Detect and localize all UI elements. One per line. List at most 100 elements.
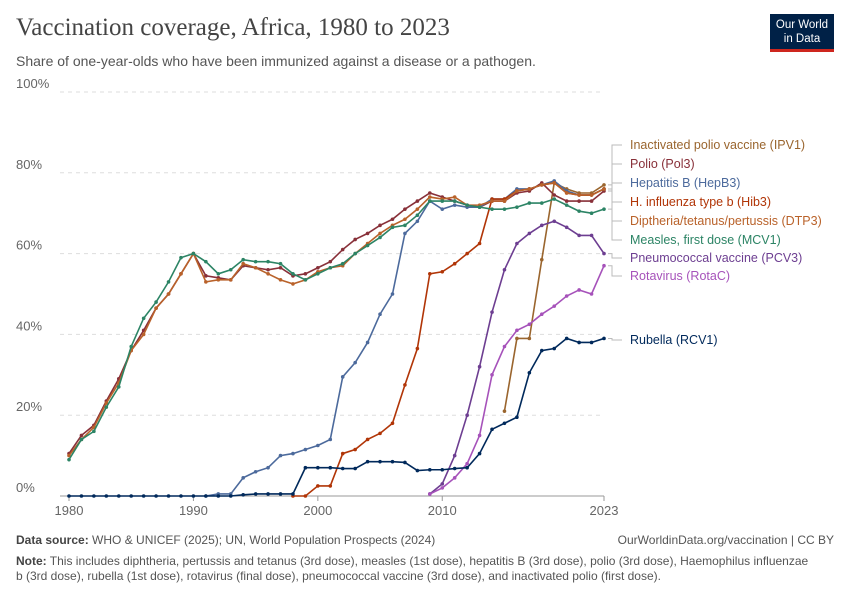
data-point bbox=[116, 385, 121, 389]
data-point bbox=[328, 465, 333, 470]
data-point bbox=[589, 193, 594, 197]
series-line bbox=[205, 179, 605, 497]
series-label: Pneumococcal vaccine (PCV3) bbox=[630, 251, 802, 265]
data-point bbox=[403, 460, 407, 465]
data-point bbox=[390, 459, 395, 464]
data-point bbox=[241, 261, 245, 266]
owid-logo[interactable]: Our World in Data bbox=[770, 14, 834, 52]
data-point bbox=[241, 492, 245, 497]
x-tick-label: 2023 bbox=[590, 503, 619, 518]
data-point bbox=[589, 233, 594, 238]
data-point bbox=[452, 261, 457, 266]
data-point bbox=[515, 241, 519, 246]
data-point bbox=[602, 187, 606, 191]
label-connector bbox=[608, 188, 622, 222]
data-point bbox=[539, 223, 544, 228]
label-connector bbox=[608, 182, 622, 190]
data-point bbox=[303, 278, 308, 282]
label-connector bbox=[608, 208, 622, 241]
series-line bbox=[503, 181, 605, 412]
data-point bbox=[116, 494, 121, 498]
data-point bbox=[390, 421, 395, 426]
label-connector bbox=[608, 144, 622, 186]
data-point bbox=[440, 467, 445, 472]
data-point bbox=[539, 348, 544, 353]
data-point bbox=[278, 453, 283, 458]
series-line bbox=[68, 182, 605, 457]
data-point bbox=[502, 409, 507, 413]
data-point bbox=[278, 278, 283, 282]
data-point bbox=[353, 466, 357, 471]
data-point bbox=[390, 225, 395, 230]
data-point bbox=[365, 231, 370, 236]
series-label: Rubella (RCV1) bbox=[630, 333, 718, 347]
data-point bbox=[440, 199, 445, 203]
data-point bbox=[353, 447, 357, 452]
data-point bbox=[465, 203, 469, 207]
data-point bbox=[577, 340, 581, 345]
series-label: Diptheria/tetanus/pertussis (DTP3) bbox=[630, 214, 822, 228]
data-point bbox=[253, 469, 258, 474]
data-point bbox=[564, 225, 569, 230]
data-point bbox=[303, 272, 308, 276]
data-point bbox=[67, 494, 71, 498]
data-point bbox=[266, 267, 270, 272]
label-connector bbox=[608, 337, 622, 341]
data-point bbox=[104, 401, 109, 405]
data-point bbox=[577, 209, 581, 213]
data-point bbox=[328, 259, 333, 264]
data-point bbox=[390, 217, 395, 222]
data-point bbox=[552, 219, 557, 224]
data-point bbox=[378, 431, 382, 436]
data-point bbox=[228, 267, 233, 272]
data-point bbox=[378, 459, 382, 464]
series-line bbox=[68, 181, 605, 455]
data-point bbox=[552, 346, 557, 351]
data-point bbox=[465, 413, 469, 418]
data-point bbox=[415, 219, 420, 224]
data-point bbox=[166, 494, 171, 498]
data-point bbox=[440, 207, 445, 211]
data-point bbox=[79, 494, 84, 498]
data-point bbox=[79, 437, 84, 442]
series-line bbox=[292, 182, 605, 497]
y-tick-label: 80% bbox=[16, 157, 42, 172]
data-point bbox=[365, 243, 370, 248]
data-point bbox=[490, 207, 494, 211]
series-label: Measles, first dose (MCV1) bbox=[630, 233, 781, 247]
data-point bbox=[577, 288, 581, 292]
data-point bbox=[490, 427, 494, 432]
data-point bbox=[477, 364, 482, 369]
data-point bbox=[415, 213, 420, 218]
data-point bbox=[241, 476, 245, 480]
data-point bbox=[477, 241, 482, 246]
data-point bbox=[266, 465, 270, 470]
data-point bbox=[577, 193, 581, 197]
data-point bbox=[539, 201, 544, 205]
data-point bbox=[216, 278, 221, 282]
data-point bbox=[378, 231, 382, 236]
data-point bbox=[564, 199, 569, 203]
data-point bbox=[403, 383, 407, 387]
data-point bbox=[278, 261, 283, 266]
data-point bbox=[328, 437, 333, 442]
source-url[interactable]: OurWorldinData.org/vaccination | CC BY bbox=[617, 533, 834, 547]
data-point bbox=[452, 453, 457, 458]
label-connector bbox=[608, 163, 622, 192]
y-tick-label: 40% bbox=[16, 318, 42, 333]
note: Note: This includes diphtheria, pertussi… bbox=[16, 554, 809, 583]
data-point bbox=[303, 494, 308, 498]
data-point bbox=[589, 199, 594, 203]
data-point bbox=[403, 223, 407, 228]
data-point bbox=[428, 195, 432, 199]
data-point bbox=[552, 304, 557, 308]
data-point bbox=[253, 259, 258, 264]
data-point bbox=[204, 259, 208, 264]
y-tick-label: 100% bbox=[16, 76, 50, 91]
data-point bbox=[515, 415, 519, 420]
data-point bbox=[552, 197, 557, 201]
data-source: Data source: WHO & UNICEF (2025); UN, Wo… bbox=[16, 533, 436, 547]
data-point bbox=[552, 181, 557, 185]
